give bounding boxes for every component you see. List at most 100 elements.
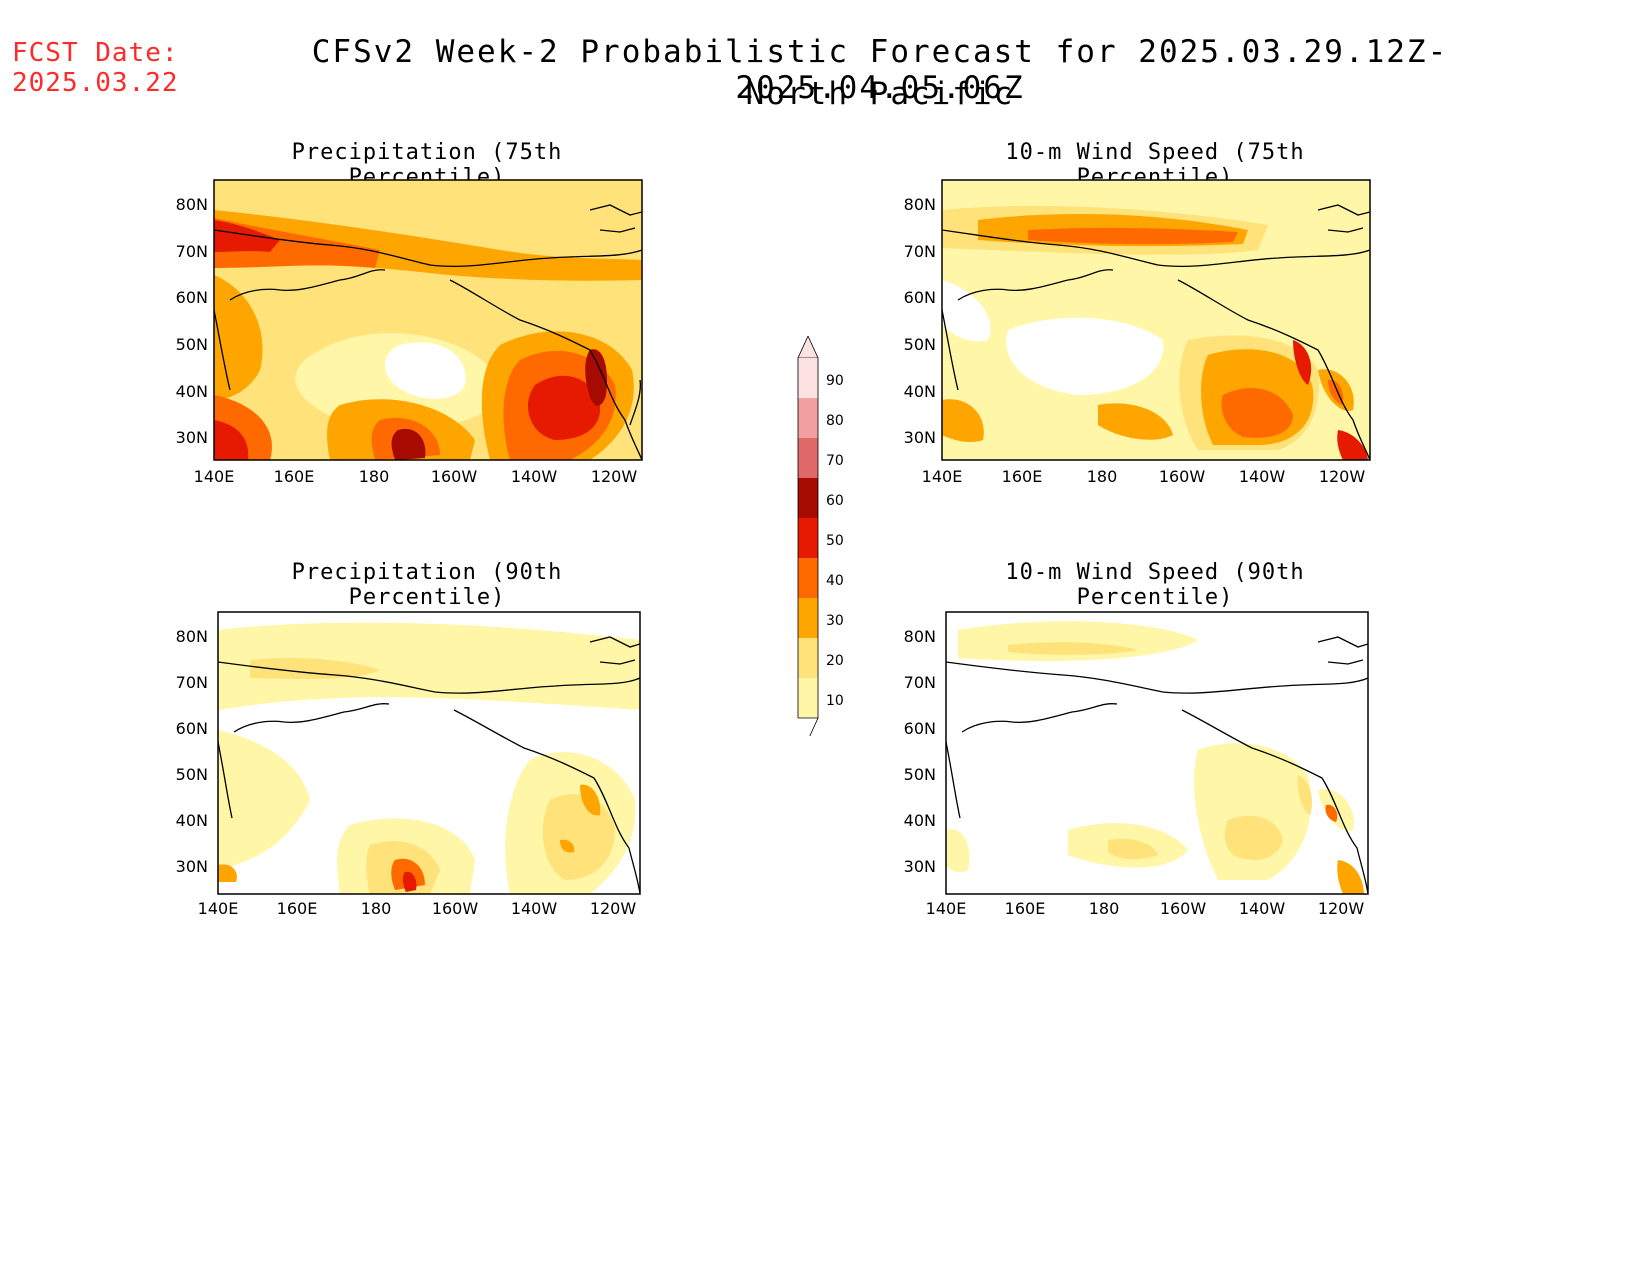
lat-tick-label: 40N [904, 811, 936, 830]
lat-tick-label: 30N [176, 428, 208, 447]
legend-bottom-cap [798, 717, 819, 741]
legend-swatch-70 [798, 438, 818, 478]
panel-title: Precipitation (90th Percentile) [291, 560, 563, 610]
legend-label: 40 [826, 573, 844, 589]
coastlines [942, 204, 1370, 460]
field-central-peak [402, 871, 417, 892]
field-bottom-right [1337, 860, 1364, 894]
lat-tick-label: 60N [904, 719, 936, 738]
lon-tick-label: 140W [511, 899, 558, 918]
lat-tick-label: 60N [176, 719, 208, 738]
field-west-arm [218, 730, 310, 870]
field-sw-patch [946, 829, 970, 873]
legend-label: 60 [826, 493, 844, 509]
legend-swatch-10 [798, 678, 818, 718]
legend-swatch-40 [798, 558, 818, 598]
field-east-dot [560, 839, 575, 853]
lat-tick-label: 80N [176, 627, 208, 646]
lon-tick-label: 180 [1089, 899, 1120, 918]
field-central-peak [391, 428, 426, 460]
lon-tick-label: 140E [198, 899, 239, 918]
field-se-red [1325, 804, 1338, 822]
field-sw-core [214, 420, 249, 460]
coastlines [946, 636, 1368, 894]
lat-tick-label: 30N [176, 857, 208, 876]
legend-bar: 90 80 70 60 50 40 30 20 10 [797, 335, 844, 741]
field-arctic-peak [214, 220, 280, 252]
coastlines [214, 204, 642, 460]
legend-label: 90 [826, 373, 844, 389]
lat-tick-label: 30N [904, 857, 936, 876]
lon-tick-label: 140W [1239, 899, 1286, 918]
lat-tick-label: 70N [176, 242, 208, 261]
field-se-red [1328, 379, 1344, 405]
panel-wind-75: 10-m Wind Speed (75th Percentile) [898, 140, 1398, 500]
legend-label: 20 [826, 653, 844, 669]
lat-tick-label: 50N [904, 335, 936, 354]
field-east [1194, 743, 1312, 880]
lat-tick-label: 80N [904, 627, 936, 646]
field-arctic-patch [1008, 642, 1138, 655]
map-wind-75: 80N 70N 60N 50N 40N 30N 140E 160E 180 16… [904, 179, 1371, 486]
lon-labels: 140E 160E 180 160W 140W 120W [926, 899, 1365, 918]
lat-tick-label: 50N [176, 765, 208, 784]
lat-tick-label: 70N [176, 673, 208, 692]
panel-precip-90: Precipitation (90th Percentile) [170, 560, 670, 920]
lon-tick-label: 160W [432, 899, 479, 918]
legend-label: 80 [826, 413, 844, 429]
map-precip-90: 80N 70N 60N 50N 40N 30N 140E 160E 180 16… [176, 611, 641, 918]
lat-labels: 80N 70N 60N 50N 40N 30N [904, 195, 936, 447]
lon-tick-label: 180 [1087, 467, 1118, 486]
lon-tick-label: 140E [194, 467, 235, 486]
lon-tick-label: 160E [274, 467, 315, 486]
lon-tick-label: 120W [1318, 899, 1365, 918]
map-precip-75: 80N 70N 60N 50N 40N 30N 140E 160E 180 16… [176, 179, 643, 486]
legend-swatch-60 [798, 478, 818, 518]
lon-labels: 140E 160E 180 160W 140W 120W [194, 467, 638, 486]
field-arctic-peak [1028, 227, 1238, 245]
page-subtitle: North Pacific [745, 76, 1015, 112]
lon-labels: 140E 160E 180 160W 140W 120W [922, 467, 1366, 486]
lat-labels: 80N 70N 60N 50N 40N 30N [176, 195, 208, 447]
legend-swatch-20 [798, 638, 818, 678]
field-clear-pacific [1006, 317, 1164, 395]
field-east-yellow [1224, 815, 1283, 860]
field-arctic-core [214, 218, 380, 268]
panel-precip-75: Precipitation (75th Percentile) [170, 140, 670, 500]
field-east-peak [585, 349, 608, 406]
legend-swatch-30 [798, 598, 818, 638]
field-sw-patch [942, 399, 984, 443]
lon-tick-label: 140W [511, 467, 558, 486]
field-clear-left [942, 280, 991, 342]
field-nw-coast [214, 275, 263, 400]
lat-tick-label: 60N [904, 288, 936, 307]
field-central-yellow [1108, 838, 1158, 860]
lat-tick-label: 80N [176, 195, 208, 214]
lon-tick-label: 160W [431, 467, 478, 486]
lon-tick-label: 180 [359, 467, 390, 486]
field-east-red [527, 375, 601, 440]
map-wind-90: 80N 70N 60N 50N 40N 30N 140E 160E 180 16… [904, 611, 1369, 918]
lat-tick-label: 40N [176, 382, 208, 401]
lon-tick-label: 160E [1005, 899, 1046, 918]
field-bottom-right [1337, 430, 1368, 460]
legend-swatch-80 [798, 398, 818, 438]
lon-tick-label: 160E [277, 899, 318, 918]
lon-tick-label: 160E [1002, 467, 1043, 486]
legend-swatch-50 [798, 518, 818, 558]
lon-tick-label: 120W [1319, 467, 1366, 486]
lon-tick-label: 160W [1160, 899, 1207, 918]
field-east-yellow [542, 794, 615, 880]
field-east-red [1221, 387, 1293, 438]
color-legend: 90 80 70 60 50 40 30 20 10 [796, 335, 866, 741]
lon-tick-label: 120W [590, 899, 637, 918]
lon-tick-label: 140E [922, 467, 963, 486]
lat-tick-label: 50N [176, 335, 208, 354]
legend-label: 10 [826, 693, 844, 709]
legend-top-cap [797, 335, 819, 359]
forecast-date-label: FCST Date: [12, 38, 179, 68]
lon-tick-label: 140W [1239, 467, 1286, 486]
lat-tick-label: 60N [176, 288, 208, 307]
field-arctic-patch [250, 658, 380, 680]
lat-tick-label: 70N [904, 242, 936, 261]
